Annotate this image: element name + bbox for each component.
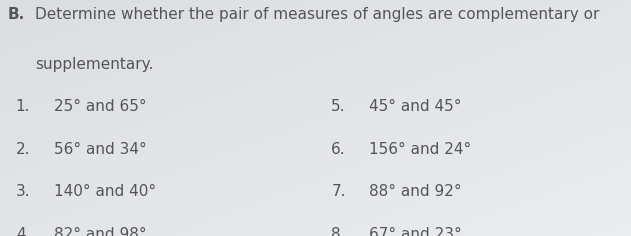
Text: 4.: 4.: [16, 227, 30, 236]
Text: supplementary.: supplementary.: [35, 57, 153, 72]
Text: 7.: 7.: [331, 184, 346, 199]
Text: 25° and 65°: 25° and 65°: [54, 99, 146, 114]
Text: 5.: 5.: [331, 99, 346, 114]
Text: 140° and 40°: 140° and 40°: [54, 184, 156, 199]
Text: 8.: 8.: [331, 227, 346, 236]
Text: 67° and 23°: 67° and 23°: [369, 227, 462, 236]
Text: B.: B.: [8, 7, 25, 22]
Text: 88° and 92°: 88° and 92°: [369, 184, 462, 199]
Text: 56° and 34°: 56° and 34°: [54, 142, 146, 157]
Text: 82° and 98°: 82° and 98°: [54, 227, 146, 236]
Text: 2.: 2.: [16, 142, 30, 157]
Text: 45° and 45°: 45° and 45°: [369, 99, 462, 114]
Text: 6.: 6.: [331, 142, 346, 157]
Text: Determine whether the pair of measures of angles are complementary or: Determine whether the pair of measures o…: [35, 7, 599, 22]
Text: 156° and 24°: 156° and 24°: [369, 142, 471, 157]
Text: 3.: 3.: [16, 184, 30, 199]
Text: 1.: 1.: [16, 99, 30, 114]
